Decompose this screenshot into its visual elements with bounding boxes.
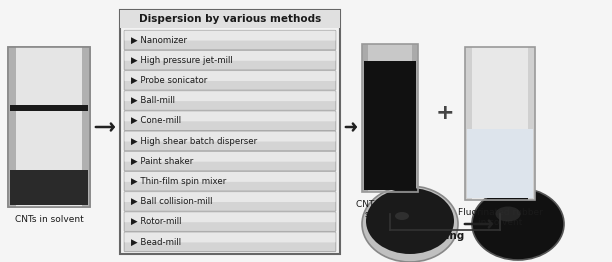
Text: CNT dispersion
suspension: CNT dispersion suspension: [356, 200, 424, 219]
Text: Dispersion by various methods: Dispersion by various methods: [139, 14, 321, 24]
Text: ▶ Rotor-mill: ▶ Rotor-mill: [131, 217, 182, 226]
Bar: [10, 105, 88, 111]
Text: ▶ Nanomizer: ▶ Nanomizer: [131, 36, 187, 45]
Bar: [362, 44, 418, 192]
Text: Fluorinated rubber
in solvent: Fluorinated rubber in solvent: [458, 208, 542, 227]
FancyBboxPatch shape: [124, 31, 335, 41]
FancyBboxPatch shape: [124, 192, 335, 202]
FancyBboxPatch shape: [124, 111, 335, 121]
Bar: [362, 44, 368, 192]
Text: ▶ Cone-mill: ▶ Cone-mill: [131, 116, 181, 125]
Bar: [465, 47, 535, 200]
Ellipse shape: [395, 212, 409, 220]
Text: ▶ Paint shaker: ▶ Paint shaker: [131, 157, 193, 166]
FancyBboxPatch shape: [124, 51, 335, 61]
FancyBboxPatch shape: [124, 71, 336, 90]
Text: ▶ Thin-film spin mixer: ▶ Thin-film spin mixer: [131, 177, 226, 186]
FancyBboxPatch shape: [124, 91, 336, 110]
Text: ▶ Ball-mill: ▶ Ball-mill: [131, 96, 175, 105]
FancyBboxPatch shape: [8, 47, 90, 207]
Bar: [364, 61, 416, 190]
FancyBboxPatch shape: [124, 212, 336, 231]
FancyBboxPatch shape: [124, 192, 336, 211]
Bar: [16, 47, 82, 207]
FancyBboxPatch shape: [124, 51, 336, 70]
Text: ▶ High shear batch disperser: ▶ High shear batch disperser: [131, 137, 257, 145]
Bar: [120, 10, 340, 28]
Bar: [82, 47, 90, 207]
Bar: [465, 47, 535, 200]
FancyBboxPatch shape: [124, 232, 335, 242]
Bar: [465, 47, 472, 200]
Bar: [528, 47, 535, 200]
Bar: [362, 44, 418, 192]
Bar: [10, 170, 88, 205]
Ellipse shape: [362, 186, 458, 262]
FancyBboxPatch shape: [124, 172, 336, 191]
FancyBboxPatch shape: [124, 131, 336, 151]
FancyBboxPatch shape: [124, 172, 335, 182]
Text: ▶ Ball collision-mill: ▶ Ball collision-mill: [131, 197, 212, 206]
FancyBboxPatch shape: [124, 152, 335, 162]
FancyBboxPatch shape: [124, 91, 335, 101]
FancyBboxPatch shape: [124, 30, 336, 50]
FancyBboxPatch shape: [124, 232, 336, 252]
Text: ▶ Probe sonicator: ▶ Probe sonicator: [131, 76, 207, 85]
Bar: [467, 129, 533, 198]
Ellipse shape: [472, 188, 564, 260]
Text: ▶ Bead-mill: ▶ Bead-mill: [131, 237, 181, 246]
FancyBboxPatch shape: [124, 111, 336, 130]
Bar: [412, 44, 418, 192]
FancyBboxPatch shape: [124, 71, 335, 81]
Ellipse shape: [496, 206, 520, 221]
FancyBboxPatch shape: [124, 212, 335, 222]
Text: +: +: [436, 103, 454, 123]
Bar: [8, 47, 16, 207]
Ellipse shape: [366, 188, 454, 254]
FancyBboxPatch shape: [124, 132, 335, 141]
Bar: [120, 10, 340, 254]
Text: Mixing: Mixing: [425, 231, 465, 241]
Text: CNTs in solvent: CNTs in solvent: [15, 215, 83, 224]
FancyBboxPatch shape: [124, 151, 336, 171]
Text: ▶ High pressure jet-mill: ▶ High pressure jet-mill: [131, 56, 233, 65]
